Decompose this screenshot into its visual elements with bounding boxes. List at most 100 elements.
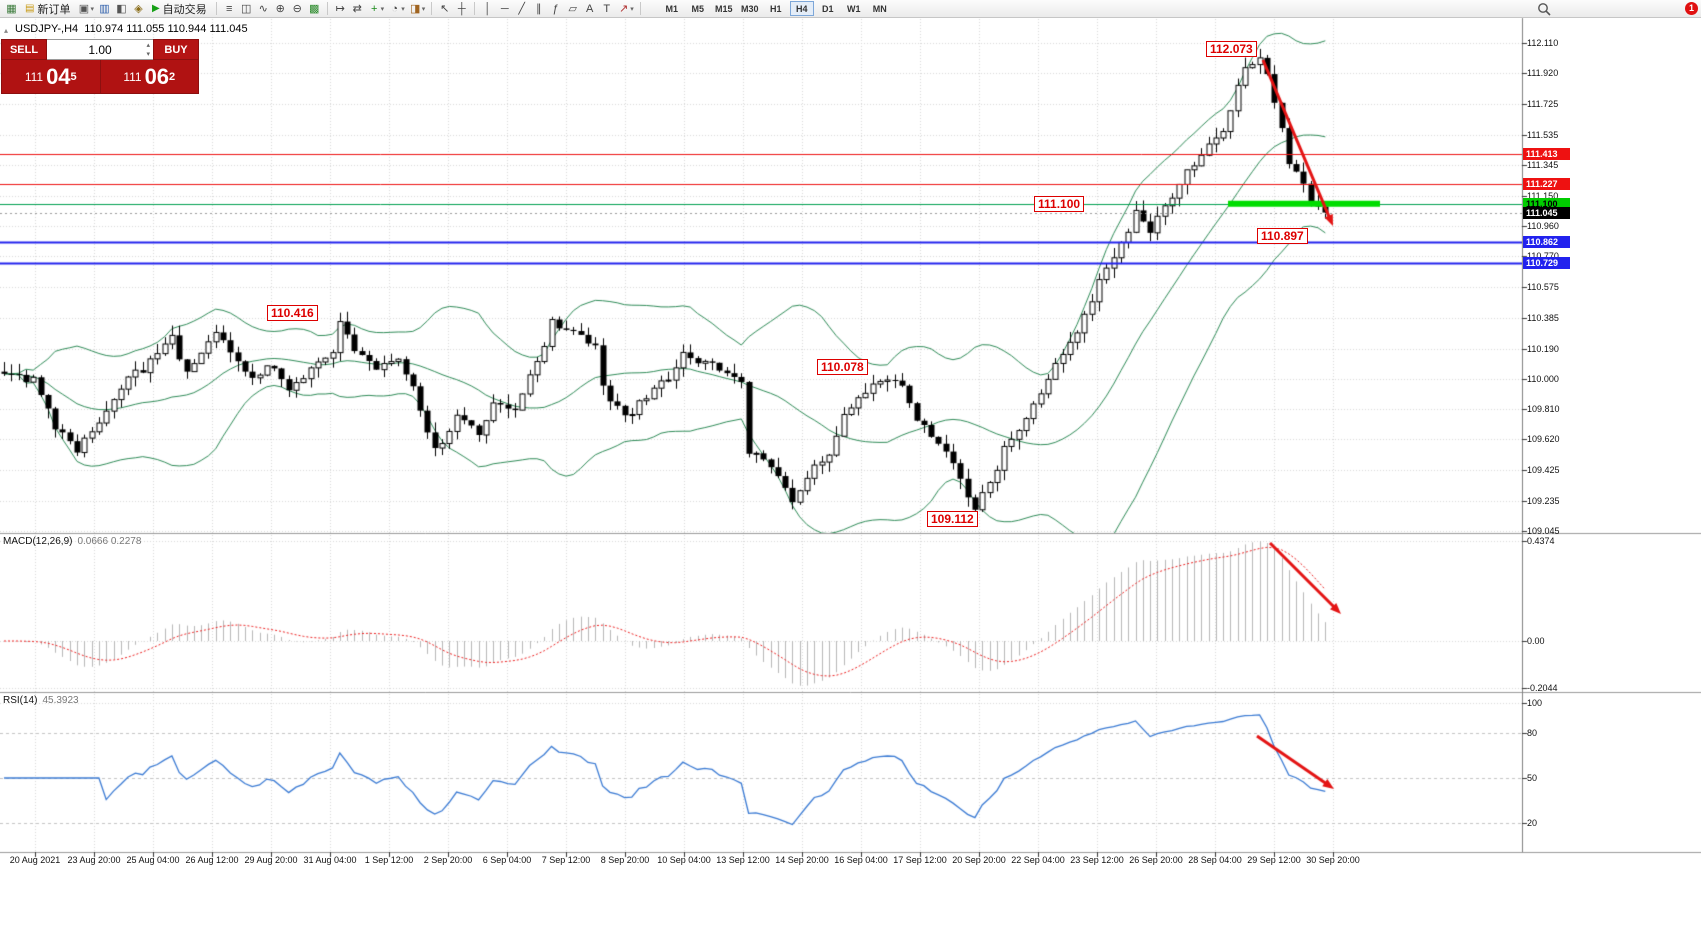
fibonacci-icon[interactable]: ƒ xyxy=(552,2,559,15)
sell-button[interactable]: SELL xyxy=(1,39,47,60)
toolbar-separator xyxy=(474,2,476,15)
trendline-icon[interactable]: ╱ xyxy=(518,2,526,15)
volume-value: 1.00 xyxy=(88,42,112,57)
one-click-trading-panel: SELL 1.00 ▴ ▾ BUY 111 04 5 111 06 2 xyxy=(1,39,199,94)
volume-input[interactable]: 1.00 ▴ ▾ xyxy=(47,39,153,60)
time-axis-label: 28 Sep 04:00 xyxy=(1188,855,1242,865)
rsi-value: 45.3923 xyxy=(42,695,79,706)
autotrading-button[interactable]: ▶ 自动交易 xyxy=(147,1,212,17)
crosshair-icon[interactable]: ┼ xyxy=(457,2,466,15)
navigator-icon[interactable]: ◈ xyxy=(134,2,143,15)
arrows-icon[interactable]: ↗ xyxy=(619,2,629,15)
price-scale-badge: 110.729 xyxy=(1523,256,1570,269)
channel-icon[interactable]: ∥ xyxy=(535,2,542,15)
price-callout-label[interactable]: 109.112 xyxy=(927,511,978,527)
templates-icon[interactable]: ◨ xyxy=(410,2,421,15)
time-axis-label: 16 Sep 04:00 xyxy=(834,855,888,865)
chart-symbol-ohlc: USDJPY-,H4 110.974 111.055 110.944 111.0… xyxy=(15,23,248,35)
new-order-icon: ▤ xyxy=(25,3,35,14)
dropdown-caret-icon[interactable]: ▾ xyxy=(630,5,634,13)
price-tick-label: 110.960 xyxy=(1527,221,1559,232)
timeframe-d1-button[interactable]: D1 xyxy=(816,1,840,16)
timeframe-w1-button[interactable]: W1 xyxy=(842,1,866,16)
time-axis-label: 30 Sep 20:00 xyxy=(1306,855,1360,865)
zoom-in-icon[interactable]: ⊕ xyxy=(275,2,285,15)
timeframe-h4-button[interactable]: H4 xyxy=(789,1,814,16)
timeframe-toolbar: M1 M5 M15 M30 H1 H4 D1 W1 MN xyxy=(659,1,893,16)
time-axis-label: 17 Sep 12:00 xyxy=(893,855,947,865)
time-axis-label: 29 Sep 12:00 xyxy=(1247,855,1301,865)
shapes-icon[interactable]: ▱ xyxy=(568,2,577,15)
price-tick-label: 111.725 xyxy=(1527,99,1559,110)
trade-panel-collapse-icon[interactable]: ▴ xyxy=(4,26,9,35)
price-tick-label: 109.810 xyxy=(1527,404,1560,415)
buy-price-pips: 06 xyxy=(144,63,170,89)
price-tick-label: 110.770 xyxy=(1527,251,1559,261)
tile-windows-icon[interactable]: ▩ xyxy=(308,2,320,15)
time-axis-label: 31 Aug 04:00 xyxy=(303,855,357,865)
volume-spinner[interactable]: ▴ ▾ xyxy=(146,41,150,59)
time-axis-label: 20 Sep 20:00 xyxy=(952,855,1006,865)
timeframe-m15-button[interactable]: M15 xyxy=(712,1,736,16)
time-axis-label: 2 Sep 20:00 xyxy=(423,855,473,865)
timeframe-m5-button[interactable]: M5 xyxy=(686,1,710,16)
spinner-up-icon[interactable]: ▴ xyxy=(146,42,150,49)
macd-tick-label: 0.00 xyxy=(1527,636,1545,646)
buy-price[interactable]: 111 06 2 xyxy=(99,60,199,93)
dropdown-caret-icon[interactable]: ▾ xyxy=(421,5,426,13)
chart-shift-icon[interactable]: ⇄ xyxy=(352,2,362,15)
toolbar-separator xyxy=(326,2,328,15)
profiles-icon[interactable]: ▣ xyxy=(78,2,90,15)
bar-chart-icon[interactable]: ≡ xyxy=(225,2,233,15)
macd-values: 0.0666 0.2278 xyxy=(77,536,142,547)
rsi-tick-label: 20 xyxy=(1527,818,1538,828)
label-icon[interactable]: T xyxy=(603,2,611,15)
vertical-line-icon[interactable]: │ xyxy=(484,2,492,15)
timeframe-h1-button[interactable]: H1 xyxy=(764,1,788,16)
notification-badge[interactable]: 1 xyxy=(1685,2,1698,15)
new-order-button[interactable]: ▤ 新订单 xyxy=(20,1,75,17)
timeframe-mn-button[interactable]: MN xyxy=(868,1,892,16)
price-tick-label: 110.000 xyxy=(1527,373,1559,384)
price-callout-label[interactable]: 111.100 xyxy=(1034,196,1085,212)
buy-button[interactable]: BUY xyxy=(153,39,199,60)
time-axis-label: 23 Aug 20:00 xyxy=(67,855,121,865)
time-axis-label: 20 Aug 2021 xyxy=(9,855,61,865)
toolbar-separator xyxy=(215,2,217,15)
dropdown-caret-icon[interactable]: ▾ xyxy=(380,5,385,13)
price-callout-label[interactable]: 110.897 xyxy=(1257,228,1308,244)
price-tick-label: 109.620 xyxy=(1527,434,1560,445)
price-callout-label[interactable]: 110.416 xyxy=(267,305,318,321)
timeframe-m1-button[interactable]: M1 xyxy=(660,1,684,16)
dropdown-caret-icon[interactable]: ▾ xyxy=(401,5,405,13)
time-axis-label: 26 Aug 12:00 xyxy=(185,855,239,865)
price-scale-badge: 111.227 xyxy=(1523,177,1570,190)
horizontal-line-icon[interactable]: ─ xyxy=(500,2,509,15)
spinner-down-icon[interactable]: ▾ xyxy=(146,51,150,58)
price-tick-label: 111.345 xyxy=(1527,159,1559,170)
price-callout-label[interactable]: 110.078 xyxy=(817,359,868,375)
auto-scroll-icon[interactable]: ↦ xyxy=(335,2,345,15)
timeframe-m30-button[interactable]: M30 xyxy=(738,1,762,16)
text-icon[interactable]: A xyxy=(586,2,594,15)
candlestick-chart-icon[interactable]: ◫ xyxy=(240,2,252,15)
market-watch-icon[interactable]: ▥ xyxy=(99,2,110,15)
new-chart-icon[interactable]: ▦ xyxy=(6,2,17,15)
data-window-icon[interactable]: ◧ xyxy=(116,2,127,15)
line-chart-icon[interactable]: ∿ xyxy=(258,2,268,15)
rsi-tick-label: 80 xyxy=(1527,728,1538,738)
time-axis-label: 26 Sep 20:00 xyxy=(1129,855,1183,865)
rsi-indicator-label: RSI(14) 45.3923 xyxy=(3,695,79,706)
dropdown-caret-icon[interactable]: ▾ xyxy=(90,5,94,13)
sell-price[interactable]: 111 04 5 xyxy=(2,60,100,93)
indicators-icon[interactable]: + xyxy=(370,2,378,15)
cursor-icon[interactable]: ↖ xyxy=(440,2,450,15)
price-callout-label[interactable]: 112.073 xyxy=(1206,41,1257,57)
search-icon[interactable] xyxy=(1537,2,1551,16)
price-scale-badge: 111.413 xyxy=(1523,147,1570,160)
rsi-name: RSI(14) xyxy=(3,695,38,706)
periods-icon[interactable]: ◔ xyxy=(391,2,399,15)
zoom-out-icon[interactable]: ⊖ xyxy=(292,2,302,15)
